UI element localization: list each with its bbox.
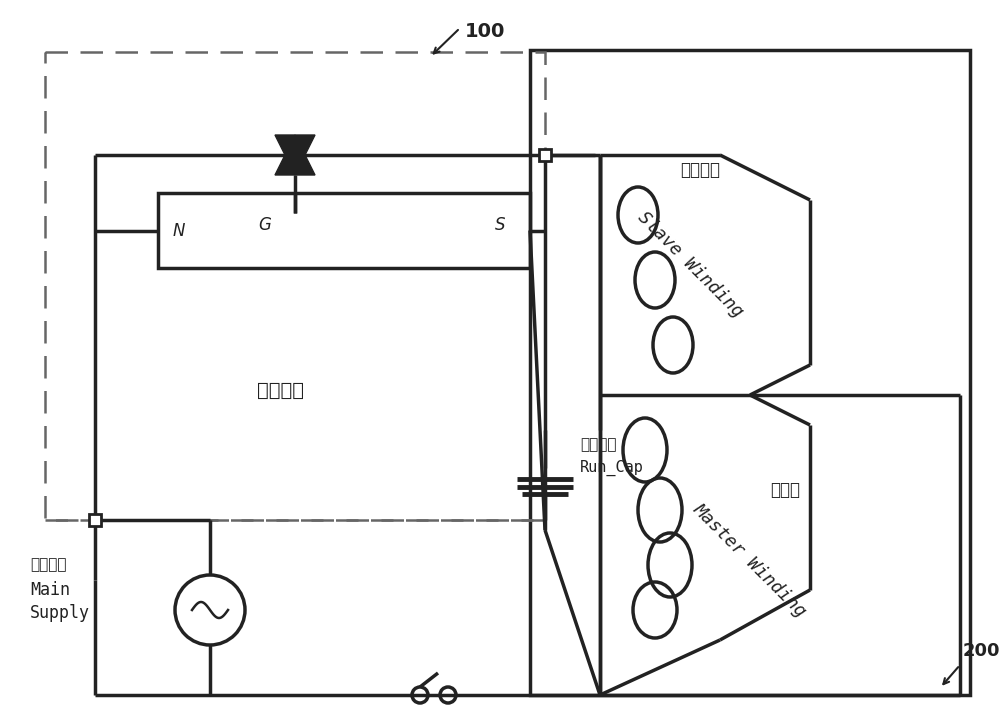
Text: G: G — [258, 216, 271, 234]
Text: Slave Winding: Slave Winding — [634, 208, 746, 322]
Text: Supply: Supply — [30, 604, 90, 622]
Polygon shape — [275, 135, 315, 175]
Text: S: S — [495, 216, 506, 234]
Bar — [158, 193, 530, 268]
Text: Run_Cap: Run_Cap — [580, 460, 644, 476]
Text: Main: Main — [30, 581, 70, 599]
Text: 驱动电路: 驱动电路 — [256, 381, 304, 399]
Text: 主绕组: 主绕组 — [770, 481, 800, 499]
Text: Master Winding: Master Winding — [690, 500, 810, 620]
Polygon shape — [275, 135, 315, 175]
Bar — [89, 514, 101, 526]
Text: 辅助绕组: 辅助绕组 — [680, 161, 720, 179]
Text: 运行电容: 运行电容 — [580, 438, 616, 453]
Bar — [539, 149, 551, 161]
Text: 200: 200 — [963, 642, 1000, 660]
Text: N: N — [173, 222, 185, 240]
Text: 100: 100 — [465, 22, 505, 41]
Bar — [45, 52, 545, 520]
Bar — [530, 50, 970, 695]
Text: 供电干线: 供电干线 — [30, 557, 66, 572]
